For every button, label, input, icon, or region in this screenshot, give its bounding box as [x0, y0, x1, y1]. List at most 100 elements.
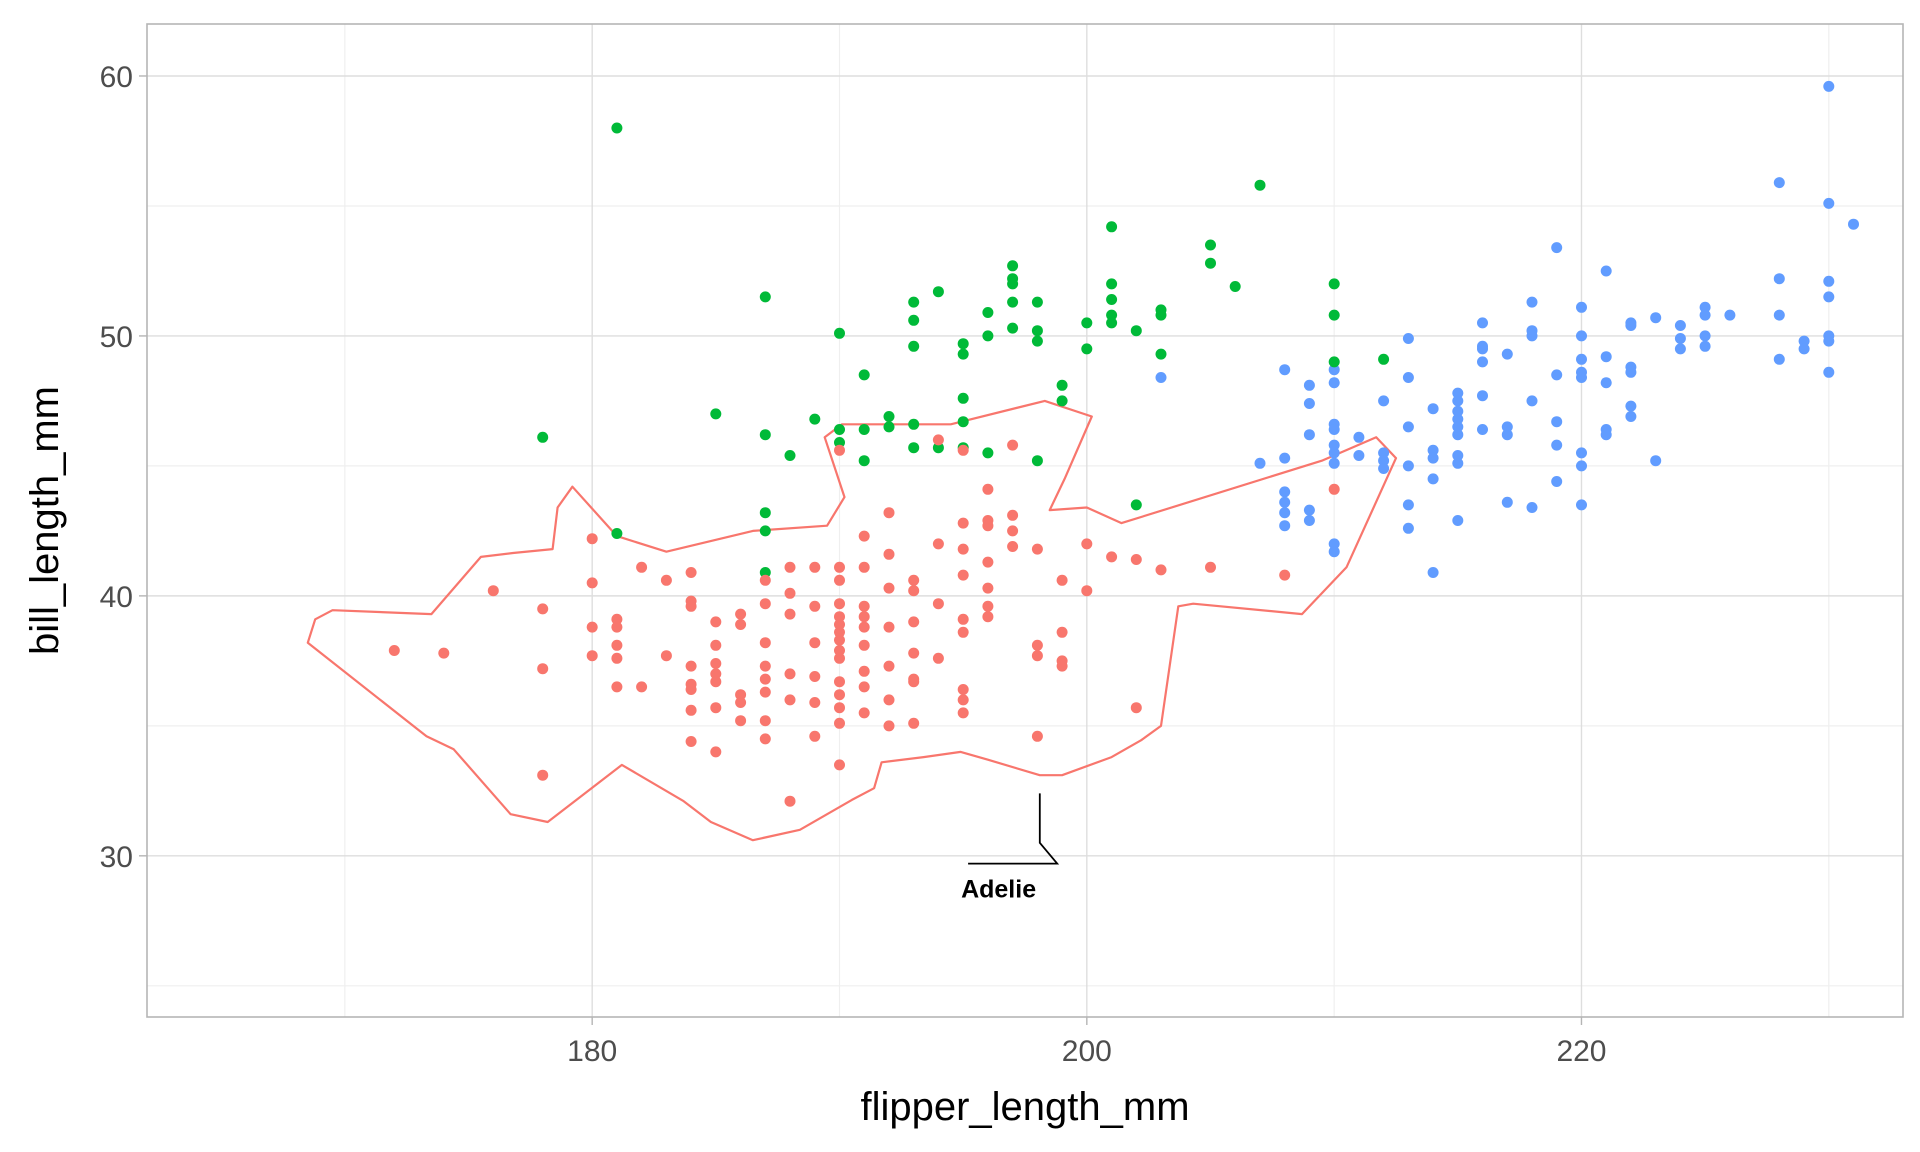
adelie-point [710, 658, 722, 669]
chinstrap-point [957, 416, 969, 428]
gentoo-point [1501, 421, 1513, 433]
gentoo-point [1674, 333, 1686, 344]
chinstrap-point [834, 424, 845, 435]
gentoo-point [1699, 330, 1711, 342]
chinstrap-point [1031, 325, 1043, 337]
adelie-point [487, 585, 499, 597]
x-axis-title: flipper_length_mm [860, 1085, 1189, 1129]
adelie-point [1106, 551, 1118, 563]
gentoo-point [1526, 330, 1538, 342]
chinstrap-point [611, 528, 623, 539]
chinstrap-point [932, 286, 944, 298]
chinstrap-point [1081, 317, 1093, 329]
adelie-point [809, 730, 821, 742]
chinstrap-point [982, 307, 994, 318]
chinstrap-point [759, 291, 771, 303]
chinstrap-point [1229, 281, 1241, 292]
adelie-point [611, 652, 623, 664]
chinstrap-point [1155, 309, 1167, 321]
gentoo-point [1477, 424, 1488, 435]
chinstrap-point [1106, 221, 1118, 233]
chinstrap-point [759, 525, 771, 537]
gentoo-point [1303, 504, 1315, 516]
adelie-point [932, 538, 944, 550]
gentoo-point [1699, 301, 1711, 313]
gentoo-point [1328, 546, 1340, 558]
adelie-point [957, 543, 969, 555]
y-tick-label: 30 [100, 841, 133, 874]
y-tick-label: 60 [100, 61, 133, 94]
gentoo-point [1402, 333, 1414, 344]
adelie-point [858, 681, 870, 693]
gentoo-point [1303, 515, 1315, 526]
adelie-point [710, 616, 722, 628]
adelie-point [834, 645, 845, 656]
chinstrap-point [710, 408, 722, 420]
adelie-point [834, 634, 845, 646]
chinstrap-point [1081, 343, 1093, 355]
adelie-point [784, 668, 796, 680]
chinstrap-point [1254, 179, 1266, 191]
adelie-point [834, 444, 845, 456]
adelie-point [834, 619, 845, 630]
annotation-label-group: Adelie [961, 793, 1060, 904]
adelie-point [908, 717, 920, 729]
chinstrap-point [858, 369, 870, 381]
adelie-point [685, 600, 697, 612]
x-tick-label: 220 [1556, 1035, 1606, 1068]
adelie-point [858, 600, 870, 612]
y-tick-label: 50 [100, 321, 133, 354]
adelie-point [809, 697, 821, 708]
gentoo-point [1699, 340, 1711, 352]
chinstrap-point [982, 447, 994, 459]
adelie-point [834, 702, 845, 714]
gentoo-point [1576, 330, 1587, 342]
series-adelie [388, 434, 1340, 807]
gentoo-point [1625, 400, 1637, 412]
adelie-point [982, 556, 994, 568]
chinstrap-point [1007, 322, 1019, 334]
chinstrap-point [611, 122, 623, 134]
chinstrap-point [537, 431, 549, 443]
series-gentoo [1155, 80, 1859, 578]
adelie-point [858, 665, 870, 677]
adelie-point [1007, 439, 1019, 451]
adelie-point [759, 574, 771, 586]
chinstrap-point [883, 411, 895, 422]
gentoo-point [1823, 275, 1835, 287]
chinstrap-point [834, 327, 845, 339]
y-tick-label: 40 [100, 581, 133, 614]
chinstrap-point [784, 450, 796, 461]
adelie-point [586, 533, 598, 545]
adelie-point [834, 759, 845, 771]
adelie-point [834, 689, 845, 701]
gentoo-point [1427, 403, 1439, 415]
adelie-point [883, 582, 895, 594]
gentoo-point [1551, 439, 1563, 451]
adelie-point [735, 715, 747, 727]
gentoo-point [1576, 301, 1587, 313]
gentoo-point [1452, 421, 1464, 433]
chinstrap-point [1031, 335, 1043, 347]
adelie-point [982, 483, 994, 495]
gentoo-point [1402, 522, 1414, 534]
adelie-point [759, 660, 771, 672]
gentoo-point [1427, 567, 1439, 578]
gentoo-point [1625, 366, 1637, 378]
gentoo-point [1378, 395, 1390, 407]
adelie-point [858, 530, 870, 542]
gentoo-point [1625, 320, 1637, 331]
chinstrap-point [1007, 260, 1019, 272]
gentoo-point [1427, 473, 1439, 485]
adelie-point [809, 637, 821, 649]
chinstrap-point [1328, 278, 1340, 290]
gentoo-point [1477, 343, 1488, 355]
chinstrap-point [908, 340, 920, 352]
adelie-point [957, 444, 969, 456]
adelie-point [858, 561, 870, 573]
minor-gridlines [147, 24, 1903, 1017]
gentoo-point [1526, 296, 1538, 308]
gentoo-point [1674, 343, 1686, 355]
adelie-point [809, 671, 821, 682]
gentoo-point [1674, 320, 1686, 331]
